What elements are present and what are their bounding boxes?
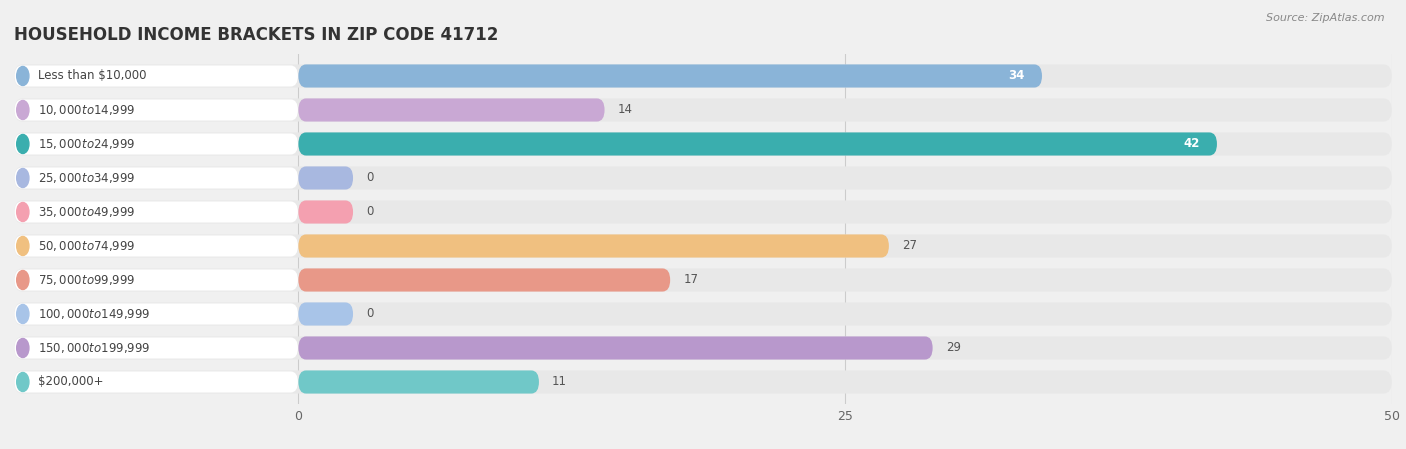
FancyBboxPatch shape (298, 336, 932, 360)
FancyBboxPatch shape (14, 98, 1392, 122)
Text: Less than $10,000: Less than $10,000 (38, 70, 146, 83)
FancyBboxPatch shape (298, 167, 353, 189)
Text: 0: 0 (366, 172, 374, 185)
FancyBboxPatch shape (298, 64, 1042, 88)
Circle shape (17, 101, 30, 119)
FancyBboxPatch shape (298, 132, 1218, 155)
FancyBboxPatch shape (14, 269, 298, 291)
Circle shape (17, 270, 30, 290)
Text: $200,000+: $200,000+ (38, 375, 104, 388)
FancyBboxPatch shape (298, 234, 889, 258)
FancyBboxPatch shape (14, 234, 1392, 258)
FancyBboxPatch shape (298, 98, 605, 122)
FancyBboxPatch shape (14, 132, 1392, 155)
Text: 42: 42 (1182, 137, 1199, 150)
Text: HOUSEHOLD INCOME BRACKETS IN ZIP CODE 41712: HOUSEHOLD INCOME BRACKETS IN ZIP CODE 41… (14, 26, 499, 44)
Text: $75,000 to $99,999: $75,000 to $99,999 (38, 273, 135, 287)
FancyBboxPatch shape (14, 99, 298, 120)
Text: $25,000 to $34,999: $25,000 to $34,999 (38, 171, 135, 185)
FancyBboxPatch shape (14, 303, 1392, 326)
Circle shape (17, 168, 30, 188)
FancyBboxPatch shape (14, 167, 298, 189)
FancyBboxPatch shape (298, 200, 353, 224)
FancyBboxPatch shape (14, 167, 1392, 189)
FancyBboxPatch shape (298, 269, 671, 291)
Text: 11: 11 (553, 375, 567, 388)
FancyBboxPatch shape (14, 202, 298, 223)
Circle shape (17, 202, 30, 221)
Text: 27: 27 (903, 239, 917, 252)
FancyBboxPatch shape (14, 200, 1392, 224)
Text: 34: 34 (1008, 70, 1025, 83)
Circle shape (17, 373, 30, 392)
Text: Source: ZipAtlas.com: Source: ZipAtlas.com (1267, 13, 1385, 23)
Circle shape (17, 66, 30, 85)
Text: $50,000 to $74,999: $50,000 to $74,999 (38, 239, 135, 253)
Text: $150,000 to $199,999: $150,000 to $199,999 (38, 341, 150, 355)
Text: 29: 29 (946, 342, 960, 355)
FancyBboxPatch shape (14, 371, 298, 392)
Text: 14: 14 (617, 103, 633, 116)
FancyBboxPatch shape (14, 336, 1392, 360)
Circle shape (17, 304, 30, 324)
Text: $100,000 to $149,999: $100,000 to $149,999 (38, 307, 150, 321)
Text: 0: 0 (366, 206, 374, 219)
FancyBboxPatch shape (298, 303, 353, 326)
FancyBboxPatch shape (298, 370, 538, 394)
Text: $15,000 to $24,999: $15,000 to $24,999 (38, 137, 135, 151)
Text: 17: 17 (683, 273, 699, 286)
Circle shape (17, 237, 30, 255)
Text: $35,000 to $49,999: $35,000 to $49,999 (38, 205, 135, 219)
FancyBboxPatch shape (14, 304, 298, 325)
Text: 0: 0 (366, 308, 374, 321)
FancyBboxPatch shape (14, 235, 298, 256)
Circle shape (17, 339, 30, 357)
FancyBboxPatch shape (14, 133, 298, 154)
FancyBboxPatch shape (14, 64, 1392, 88)
Circle shape (17, 134, 30, 154)
FancyBboxPatch shape (14, 66, 298, 87)
Text: $10,000 to $14,999: $10,000 to $14,999 (38, 103, 135, 117)
FancyBboxPatch shape (14, 269, 1392, 291)
FancyBboxPatch shape (14, 338, 298, 359)
FancyBboxPatch shape (14, 370, 1392, 394)
